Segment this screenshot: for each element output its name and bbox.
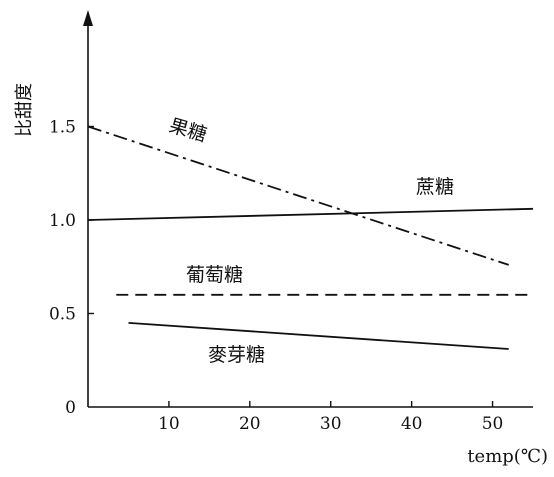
x-tick-label: 40 bbox=[401, 414, 423, 434]
series-line-2 bbox=[87, 207, 534, 221]
x-tick-label: 30 bbox=[320, 414, 342, 434]
x-axis-title: temp(℃) bbox=[467, 446, 548, 467]
x-tick-label: 50 bbox=[482, 414, 504, 434]
series-label-1: 果糖 bbox=[167, 115, 210, 147]
y-axis-title: 比甜度 bbox=[14, 83, 35, 137]
x-origin-label: 0 bbox=[65, 398, 76, 418]
series-label-4: 麥芽糖 bbox=[208, 344, 265, 366]
axes bbox=[83, 10, 533, 408]
series-label-2: 蔗糖 bbox=[416, 176, 454, 198]
ticks: 10 20 30 40 50 0.5 1.0 1.5 bbox=[49, 118, 503, 435]
y-axis-arrow bbox=[83, 10, 93, 26]
y-tick-label: 1.0 bbox=[49, 211, 76, 231]
series-line-4 bbox=[128, 322, 509, 350]
series-layer bbox=[87, 125, 534, 350]
series-line-1 bbox=[87, 125, 509, 266]
x-tick-label: 10 bbox=[158, 414, 180, 434]
series-label-3: 葡萄糖 bbox=[186, 264, 243, 286]
x-tick-label: 20 bbox=[239, 414, 261, 434]
y-tick-label: 0.5 bbox=[49, 305, 76, 325]
y-tick-label: 1.5 bbox=[49, 118, 76, 138]
